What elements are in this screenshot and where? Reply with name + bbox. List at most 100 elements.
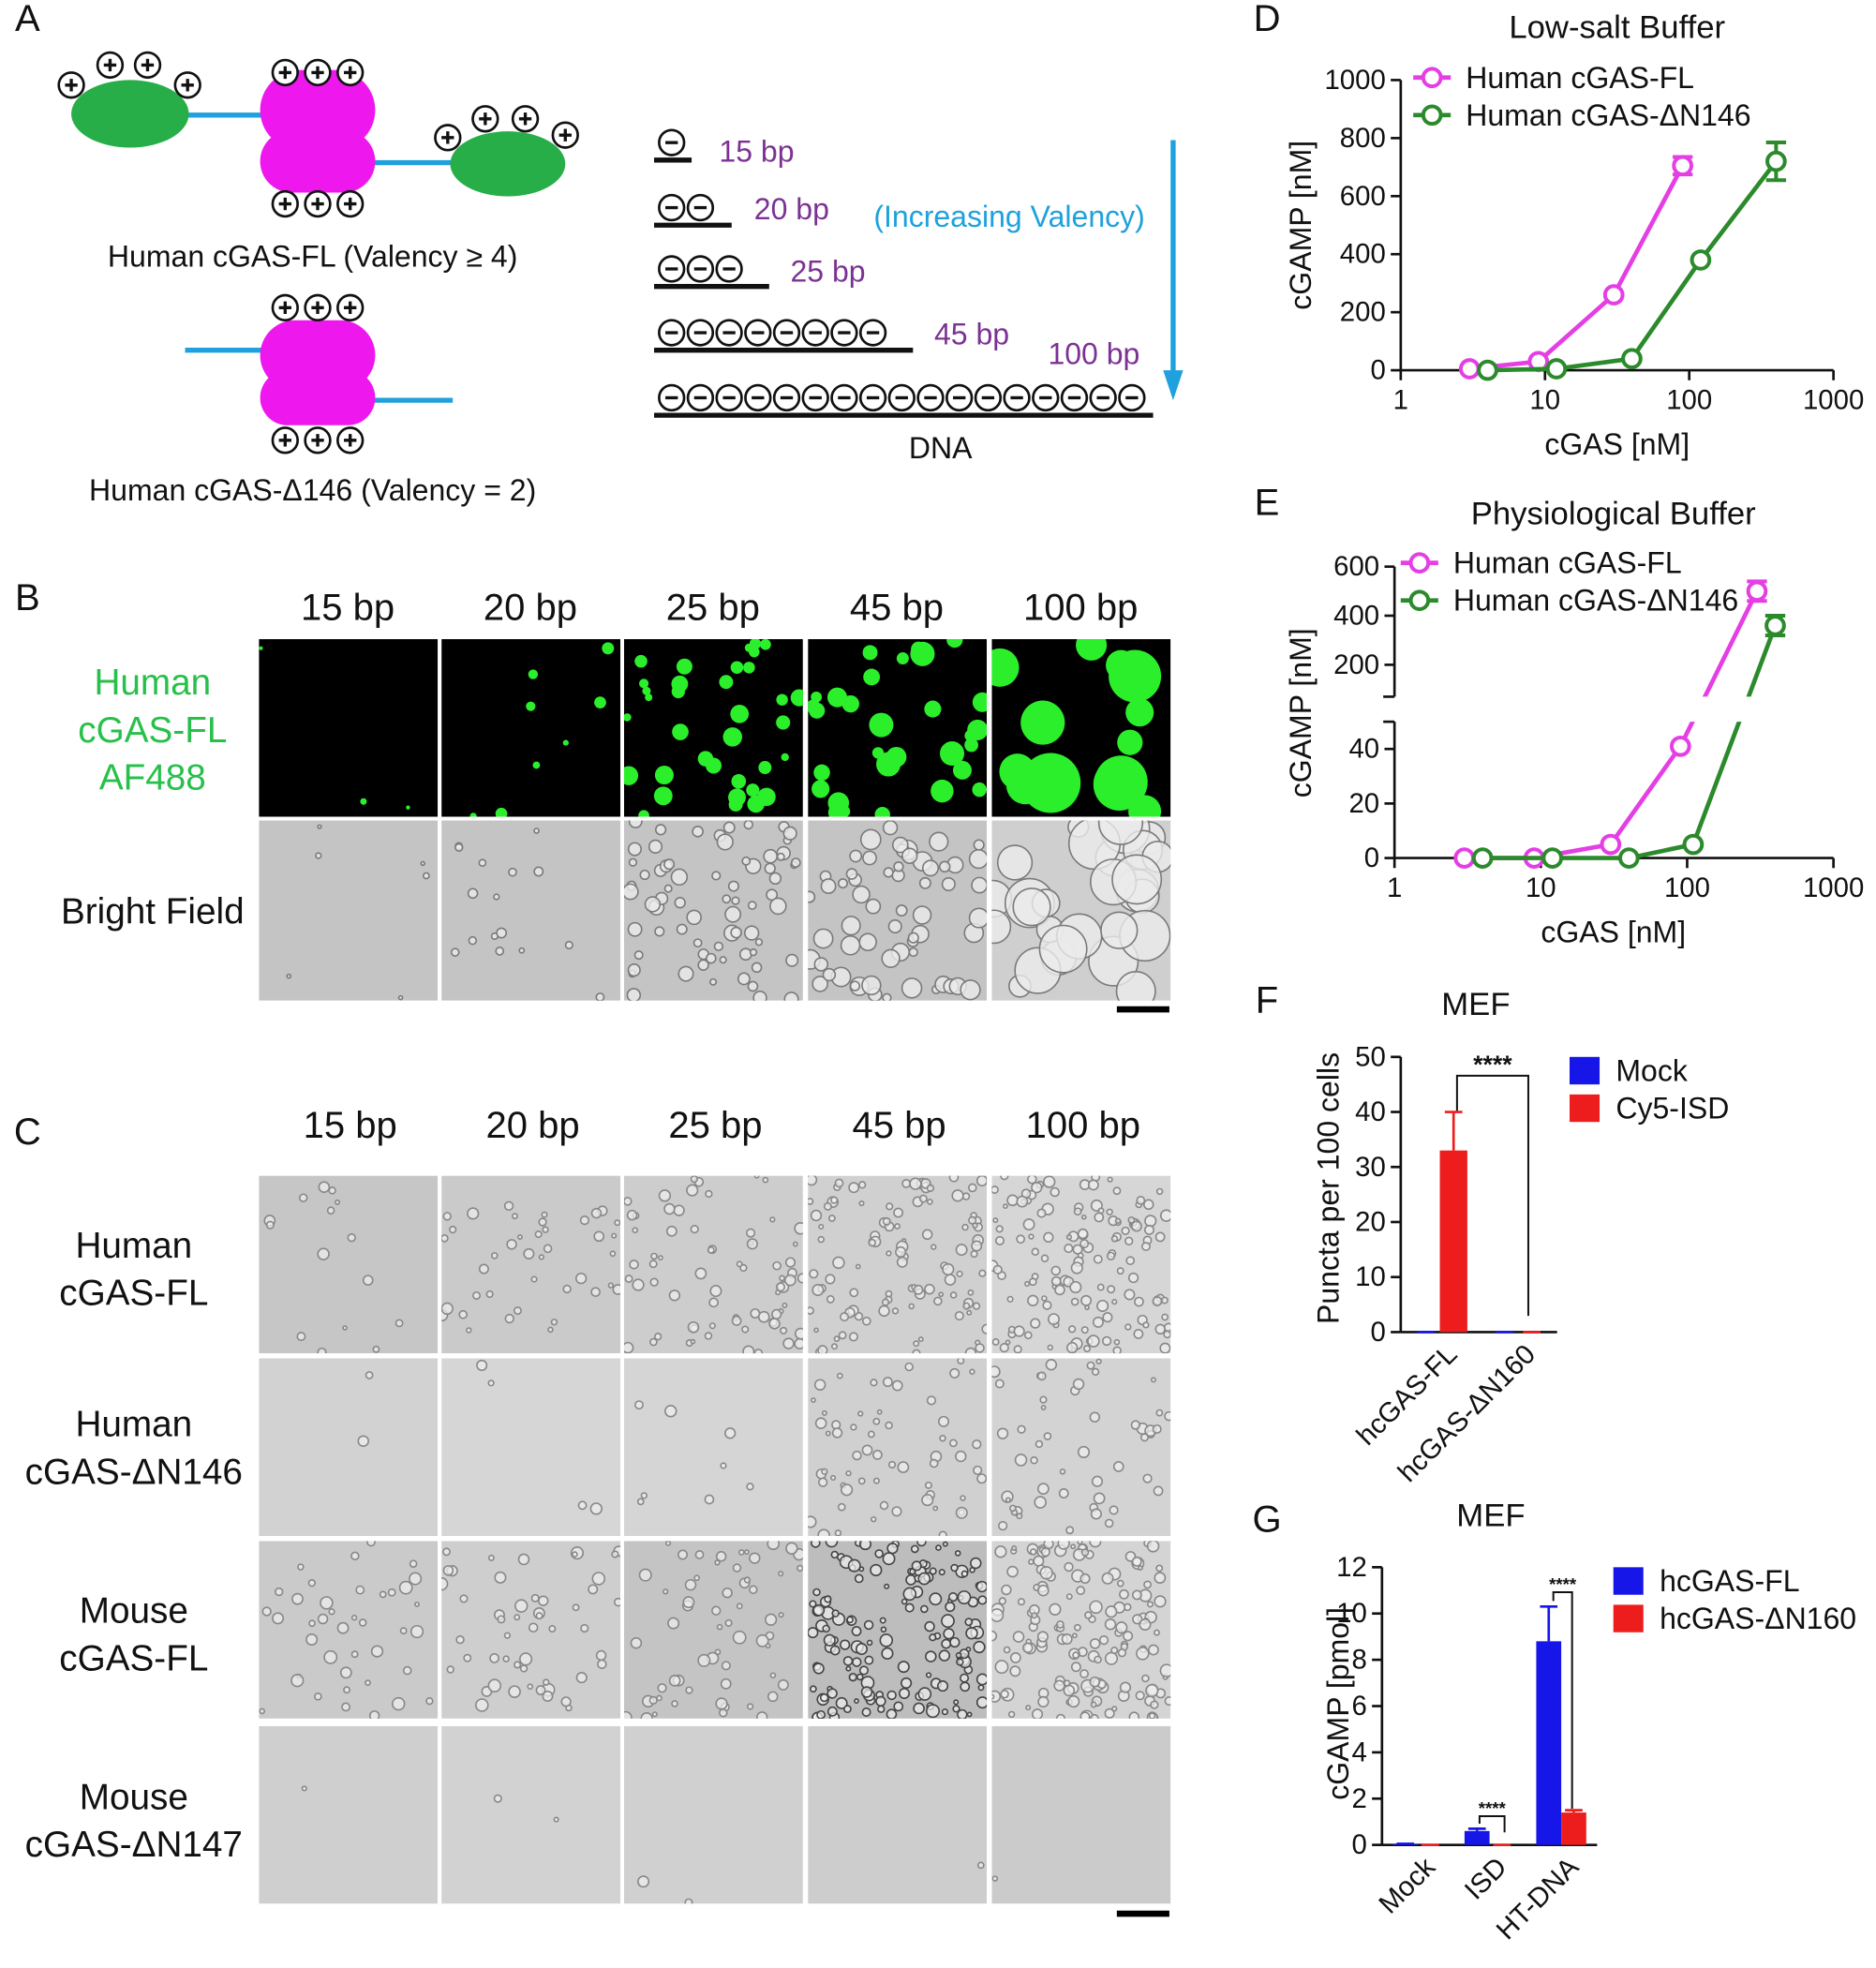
droplet (991, 1185, 999, 1194)
droplet (1077, 1228, 1089, 1240)
error-bar (1467, 1827, 1486, 1831)
droplet (275, 1587, 284, 1597)
droplet (830, 1550, 839, 1559)
charge-plus-sign (479, 112, 492, 126)
droplet (708, 1297, 719, 1308)
droplet (834, 1529, 842, 1536)
panel-label: D (1254, 0, 1281, 39)
droplet (1148, 1712, 1156, 1719)
droplet (1153, 1485, 1164, 1497)
droplet (749, 1552, 761, 1564)
droplet (1128, 1711, 1140, 1719)
droplet (896, 652, 909, 665)
droplet (845, 1665, 852, 1672)
droplet (935, 1544, 942, 1551)
droplet (941, 1708, 949, 1716)
droplet (1016, 1195, 1029, 1208)
droplet (917, 1336, 924, 1342)
construct-label: Human cGAS-FL (Valency ≥ 4) (108, 240, 517, 274)
micrograph (808, 1358, 988, 1536)
droplet (756, 1711, 768, 1719)
droplet (450, 947, 460, 957)
domain (450, 131, 566, 197)
droplet (883, 867, 894, 878)
droplet (881, 948, 901, 968)
droplet (628, 857, 638, 867)
droplet (1064, 1679, 1071, 1687)
column-header: 100 bp (1023, 588, 1138, 629)
droplet (904, 1603, 915, 1613)
droplet (611, 1232, 618, 1239)
legend-swatch (1613, 1604, 1644, 1633)
droplet (929, 1633, 937, 1642)
droplet (668, 1675, 681, 1687)
droplet (822, 1624, 830, 1633)
droplet (623, 1197, 633, 1206)
y-tick-label: 600 (1333, 551, 1379, 582)
droplet (519, 1652, 533, 1666)
droplet (884, 1583, 890, 1589)
droplet (975, 1175, 988, 1187)
row-label: Human (94, 663, 211, 703)
droplet (518, 947, 526, 954)
droplet (955, 1506, 968, 1519)
series-line (1482, 624, 1778, 860)
droplet (693, 1574, 701, 1582)
droplet (833, 1335, 841, 1343)
droplet (398, 1580, 413, 1595)
droplet (1005, 1497, 1011, 1503)
droplet (350, 1615, 358, 1621)
micrograph (623, 1358, 803, 1536)
droplet (1101, 1335, 1112, 1347)
droplet (891, 1506, 902, 1517)
micrograph-bg (259, 1358, 439, 1536)
micrograph-bg (259, 639, 439, 817)
x-tick-label: hcGAS-ΔN160 (1392, 1338, 1541, 1488)
droplet (649, 1337, 658, 1347)
y-tick-label: 10 (1336, 1598, 1367, 1629)
droplet (442, 1565, 454, 1576)
droplet (1031, 1247, 1040, 1256)
droplet (722, 727, 743, 747)
column-header: 15 bp (304, 1105, 397, 1146)
droplet (512, 1213, 518, 1220)
droplet (645, 693, 653, 702)
charge-plus-sign (278, 301, 291, 315)
droplet (818, 1477, 828, 1487)
droplet (395, 1319, 404, 1328)
droplet (1012, 887, 1051, 927)
micrograph (623, 1541, 803, 1719)
droplet (1155, 1187, 1164, 1196)
droplet (808, 1627, 819, 1639)
droplet (677, 1549, 689, 1560)
droplet (887, 919, 902, 934)
droplet (1089, 1541, 1102, 1548)
significance-bracket (1455, 1074, 1529, 1317)
x-tick-label: 10 (1529, 385, 1560, 416)
droplet (838, 1331, 847, 1340)
droplet (976, 1473, 988, 1484)
droplet (769, 1672, 777, 1679)
droplet (938, 860, 951, 873)
column-header: 15 bp (301, 588, 395, 629)
droplet (1111, 1706, 1118, 1712)
droplet (852, 1657, 862, 1667)
droplet (879, 1500, 889, 1511)
droplet (768, 1318, 781, 1330)
droplet (370, 1645, 384, 1658)
droplet (259, 1707, 266, 1715)
droplet (628, 820, 643, 828)
droplet (784, 1257, 797, 1268)
droplet (1070, 1261, 1083, 1275)
droplet (967, 719, 988, 740)
droplet (966, 1309, 973, 1316)
droplet (810, 1209, 823, 1222)
droplet (855, 1263, 861, 1270)
droplet (760, 639, 771, 650)
droplet (487, 1554, 495, 1561)
droplet (955, 1450, 967, 1463)
micrograph (991, 1175, 1171, 1354)
droplet (1053, 1679, 1065, 1692)
legend-label: Human cGAS-ΔN146 (1453, 584, 1738, 618)
droplet (732, 1563, 742, 1573)
